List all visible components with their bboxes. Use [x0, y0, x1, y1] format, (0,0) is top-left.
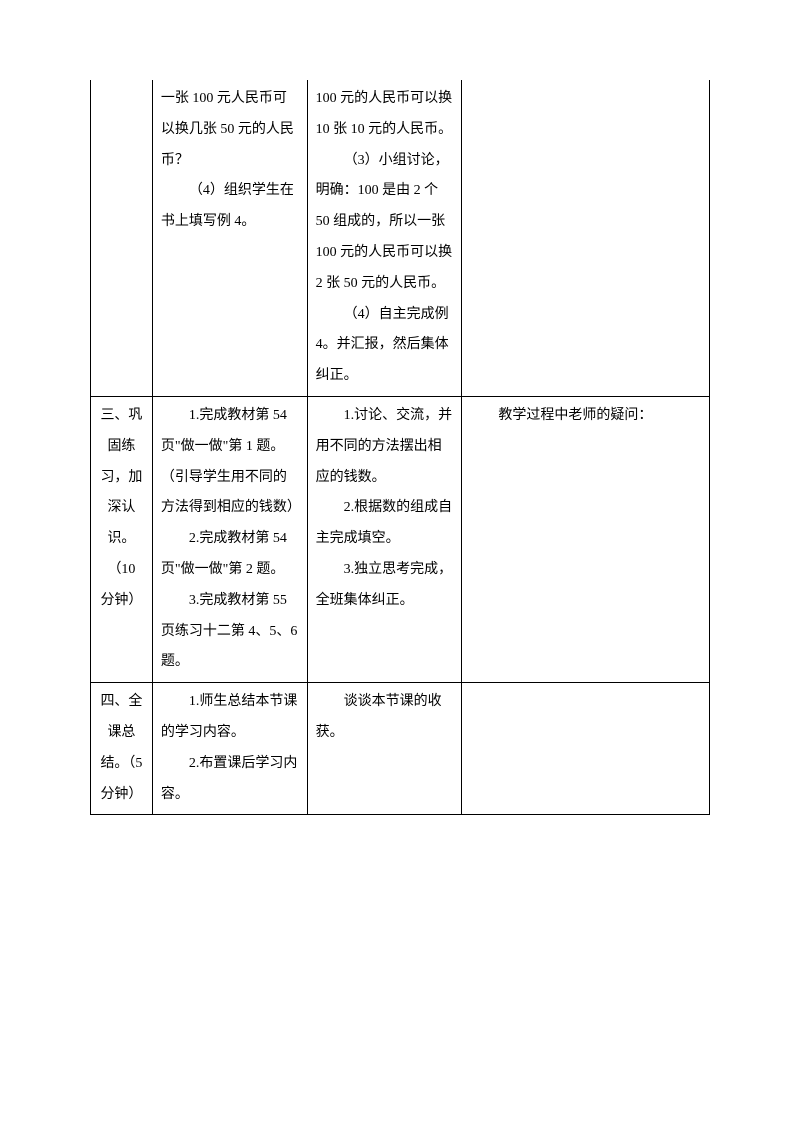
paragraph: 教学过程中老师的疑问：	[470, 401, 701, 432]
cell-teacher-activity: 1.师生总结本节课的学习内容。 2.布置课后学习内容。	[152, 683, 307, 815]
cell-student-activity: 1.讨论、交流，并用不同的方法摆出相应的钱数。 2.根据数的组成自主完成填空。 …	[307, 396, 462, 682]
cell-notes	[462, 683, 710, 815]
cell-stage: 三、巩固练习，加深认识。（10 分钟）	[91, 396, 153, 682]
paragraph: 1.讨论、交流，并用不同的方法摆出相应的钱数。	[316, 401, 454, 493]
cell-student-activity: 谈谈本节课的收获。	[307, 683, 462, 815]
paragraph: 2.完成教材第 54 页"做一做"第 2 题。	[161, 524, 299, 586]
paragraph: 1.师生总结本节课的学习内容。	[161, 687, 299, 749]
cell-student-activity: 100 元的人民币可以换 10 张 10 元的人民币。 （3）小组讨论，明确：1…	[307, 80, 462, 396]
cell-stage	[91, 80, 153, 396]
lesson-plan-table: 一张 100 元人民币可以换几张 50 元的人民币？ （4）组织学生在书上填写例…	[90, 80, 710, 815]
paragraph: 一张 100 元人民币可以换几张 50 元的人民币？	[161, 84, 299, 176]
table-row: 四、全课总结。（5 分钟） 1.师生总结本节课的学习内容。 2.布置课后学习内容…	[91, 683, 710, 815]
cell-teacher-activity: 一张 100 元人民币可以换几张 50 元的人民币？ （4）组织学生在书上填写例…	[152, 80, 307, 396]
cell-stage: 四、全课总结。（5 分钟）	[91, 683, 153, 815]
paragraph: （4）组织学生在书上填写例 4。	[161, 176, 299, 238]
paragraph: （3）小组讨论，明确：100 是由 2 个 50 组成的，所以一张 100 元的…	[316, 146, 454, 300]
table-row: 三、巩固练习，加深认识。（10 分钟） 1.完成教材第 54 页"做一做"第 1…	[91, 396, 710, 682]
paragraph: 3.完成教材第 55 页练习十二第 4、5、6 题。	[161, 586, 299, 678]
table-row: 一张 100 元人民币可以换几张 50 元的人民币？ （4）组织学生在书上填写例…	[91, 80, 710, 396]
paragraph: 100 元的人民币可以换 10 张 10 元的人民币。	[316, 84, 454, 146]
paragraph: （4）自主完成例 4。并汇报，然后集体纠正。	[316, 300, 454, 392]
cell-notes: 教学过程中老师的疑问：	[462, 396, 710, 682]
paragraph: 1.完成教材第 54 页"做一做"第 1 题。（引导学生用不同的方法得到相应的钱…	[161, 401, 299, 524]
cell-teacher-activity: 1.完成教材第 54 页"做一做"第 1 题。（引导学生用不同的方法得到相应的钱…	[152, 396, 307, 682]
paragraph: 2.布置课后学习内容。	[161, 749, 299, 811]
paragraph: 谈谈本节课的收获。	[316, 687, 454, 749]
paragraph: 3.独立思考完成，全班集体纠正。	[316, 555, 454, 617]
cell-notes	[462, 80, 710, 396]
paragraph: 2.根据数的组成自主完成填空。	[316, 493, 454, 555]
